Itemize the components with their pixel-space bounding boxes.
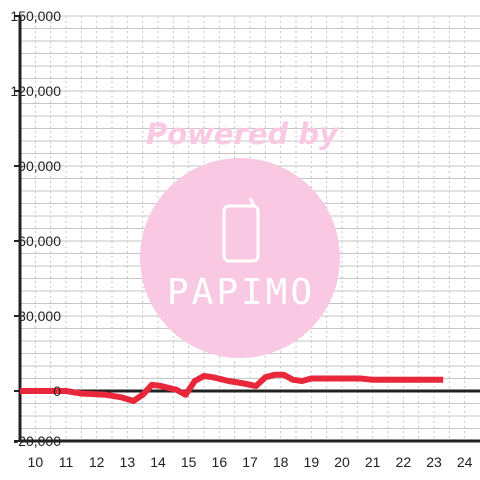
- x-tick-label: 13: [120, 454, 136, 470]
- x-tick-label: 20: [334, 454, 350, 470]
- y-tick-label: 60,000: [18, 233, 61, 249]
- x-tick-label: 18: [273, 454, 289, 470]
- watermark-powered-text: Powered by: [146, 117, 339, 151]
- x-tick-label: 16: [212, 454, 228, 470]
- x-tick-label: 14: [150, 454, 166, 470]
- x-tick-label: 12: [89, 454, 105, 470]
- x-tick-label: 21: [365, 454, 381, 470]
- x-tick-label: 24: [457, 454, 473, 470]
- x-tick-label: 19: [304, 454, 320, 470]
- y-tick-label: -20,000: [14, 433, 62, 449]
- x-tick-label: 15: [181, 454, 197, 470]
- y-tick-label: 120,000: [10, 83, 61, 99]
- y-tick-label: 150,000: [10, 8, 61, 24]
- axes: [14, 15, 480, 443]
- x-tick-label: 11: [59, 454, 74, 470]
- x-tick-label: 23: [426, 454, 442, 470]
- watermark-circle: [140, 158, 340, 358]
- x-tick-label: 17: [242, 454, 258, 470]
- series-layer: [20, 371, 444, 404]
- watermark-logo-text: PAPIMO: [167, 272, 315, 313]
- x-tick-label: 10: [28, 454, 44, 470]
- y-tick-label: 90,000: [18, 158, 61, 174]
- x-tick-label: 22: [396, 454, 412, 470]
- y-tick-label: 0: [53, 383, 61, 399]
- series-line: [20, 371, 444, 404]
- powered-by-papimo-watermark: Powered by PAPIMO: [140, 117, 340, 358]
- phone-icon: [222, 197, 260, 263]
- x-axis-tick-labels: 10 11 12 13 14 15 16 17 18 19 20 21 22 23 24: [28, 454, 473, 470]
- y-tick-label: 30,000: [18, 308, 61, 324]
- y-axis-tick-labels: -20,000 0 30,000 60,000 90,000 120,000 150,000: [10, 8, 61, 449]
